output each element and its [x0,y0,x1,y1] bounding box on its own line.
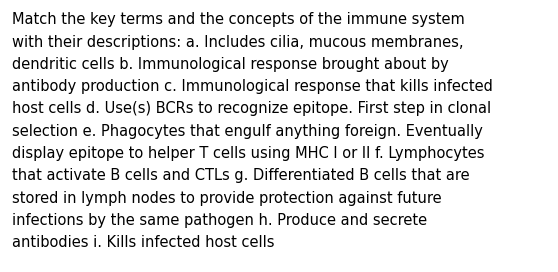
Text: display epitope to helper T cells using MHC I or II f. Lymphocytes: display epitope to helper T cells using … [12,146,485,161]
Text: selection e. Phagocytes that engulf anything foreign. Eventually: selection e. Phagocytes that engulf anyt… [12,124,483,139]
Text: stored in lymph nodes to provide protection against future: stored in lymph nodes to provide protect… [12,191,442,206]
Text: infections by the same pathogen h. Produce and secrete: infections by the same pathogen h. Produ… [12,213,427,228]
Text: Match the key terms and the concepts of the immune system: Match the key terms and the concepts of … [12,12,465,27]
Text: that activate B cells and CTLs g. Differentiated B cells that are: that activate B cells and CTLs g. Differ… [12,168,470,183]
Text: dendritic cells b. Immunological response brought about by: dendritic cells b. Immunological respons… [12,57,449,72]
Text: host cells d. Use(s) BCRs to recognize epitope. First step in clonal: host cells d. Use(s) BCRs to recognize e… [12,101,492,116]
Text: antibody production c. Immunological response that kills infected: antibody production c. Immunological res… [12,79,493,94]
Text: with their descriptions: a. Includes cilia, mucous membranes,: with their descriptions: a. Includes cil… [12,35,464,50]
Text: antibodies i. Kills infected host cells: antibodies i. Kills infected host cells [12,235,275,250]
